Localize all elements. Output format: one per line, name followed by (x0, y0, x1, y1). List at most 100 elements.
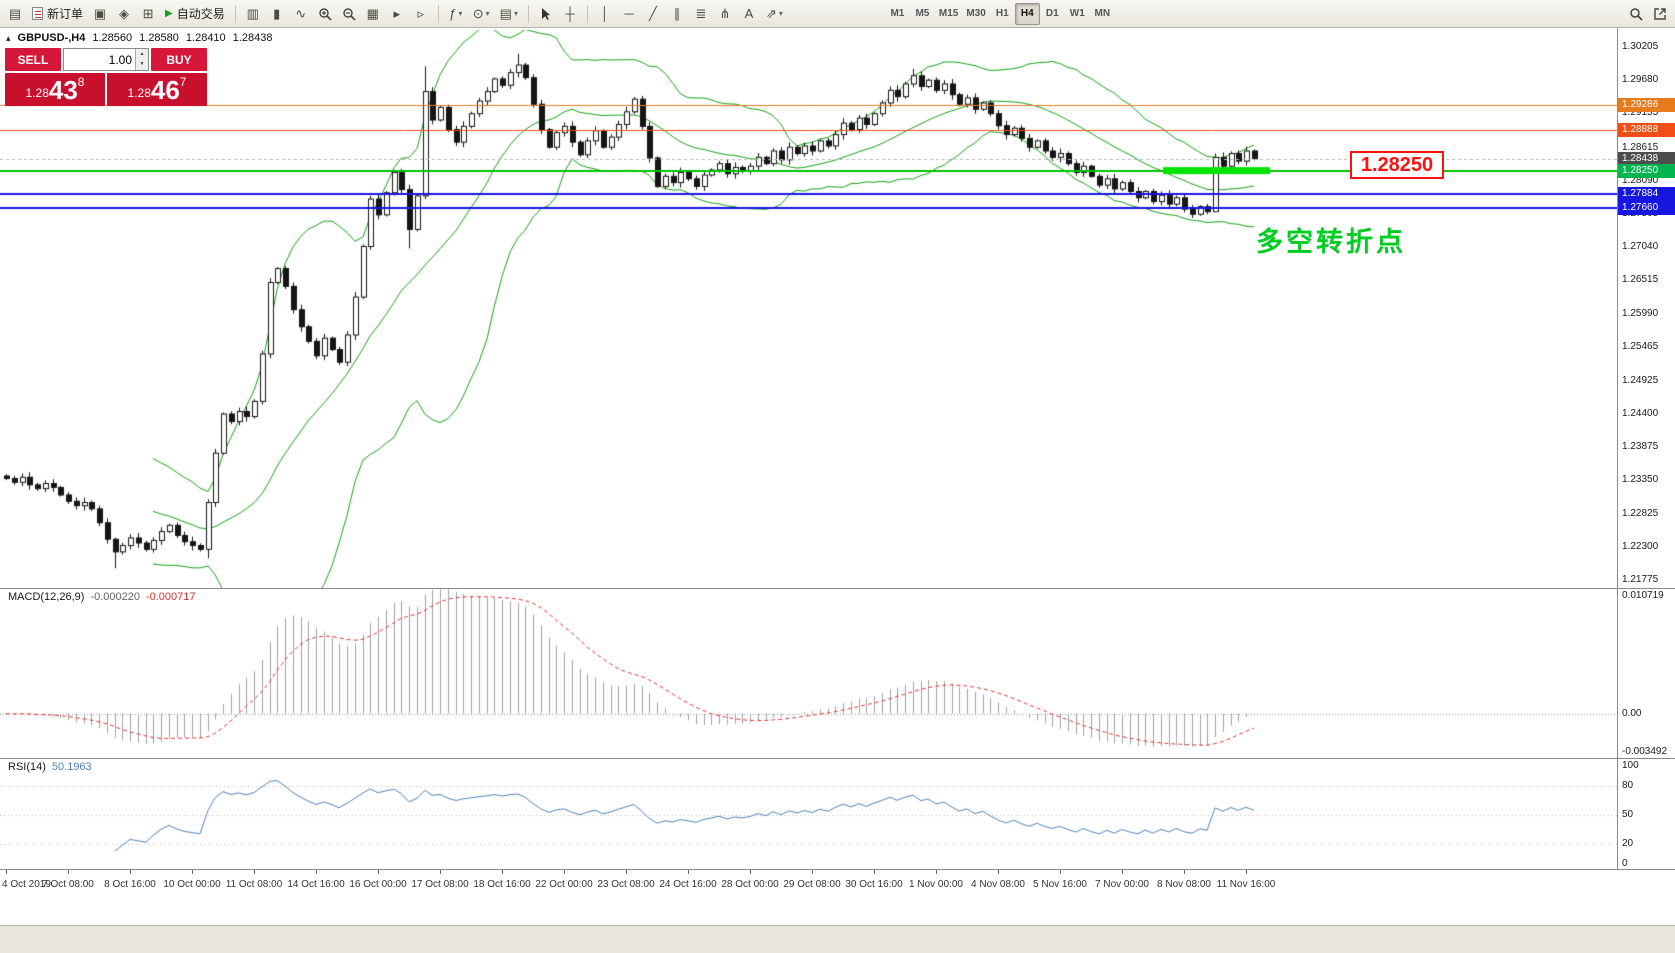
horizontal-line-button[interactable]: ─ (618, 3, 640, 25)
time-axis-tick (130, 870, 131, 874)
arrows-icon: ⇗ (765, 5, 777, 21)
timeframe-h1[interactable]: H1 (995, 8, 1009, 19)
crosshair-icon: ┼ (565, 6, 575, 21)
text-label-button[interactable]: A (738, 3, 760, 25)
ohlc-open: 1.28560 (92, 32, 133, 44)
periods-icon: ⊙ (472, 5, 484, 21)
autotrading-button[interactable]: ▶ 自动交易 (161, 3, 229, 25)
volume-step-up-icon[interactable]: ▲ (136, 49, 148, 60)
price-axis-label: 1.21775 (1622, 574, 1659, 585)
trendline-icon: ╱ (649, 5, 657, 21)
timeframe-w1[interactable]: W1 (1069, 8, 1085, 19)
sell-price-big: 43 (48, 75, 78, 105)
trendline-button[interactable]: ╱ (642, 3, 664, 25)
time-axis-label: 1 Nov 00:00 (909, 879, 963, 890)
timeframe-m1[interactable]: M1 (890, 8, 905, 19)
volume-input[interactable] (64, 49, 135, 70)
buy-price-prefix: 1.28 (127, 86, 151, 100)
chevron-down-icon: ▾ (513, 9, 518, 18)
toolbar-separator (586, 4, 588, 23)
macd-value-signal: -0.000717 (145, 591, 196, 603)
time-axis-tick (688, 870, 689, 874)
candlestick-icon: ▮ (273, 5, 281, 21)
bar-chart-button[interactable]: ▥ (242, 3, 264, 25)
price-tag: 1.28250 (1618, 163, 1675, 178)
time-axis-label: 18 Oct 16:00 (473, 879, 531, 890)
new-chart-icon: ▤ (8, 5, 22, 21)
macd-title: MACD(12,26,9) (8, 591, 85, 603)
terminal-icon: ⊞ (142, 5, 154, 21)
market-watch-button[interactable]: ▣ (89, 3, 111, 25)
line-chart-button[interactable]: ∿ (290, 3, 312, 25)
timeframe-m30[interactable]: M30 (966, 8, 986, 19)
toolbar-separator (437, 4, 439, 23)
crosshair-button[interactable]: ┼ (559, 3, 581, 25)
price-axis-label: 1.24400 (1622, 408, 1659, 420)
chart-region: ▴ GBPUSD-,H4 1.28560 1.28580 1.28410 1.2… (0, 28, 1675, 897)
horizontal-line-icon: ─ (624, 6, 634, 21)
volume-stepper: ▲ ▼ (135, 49, 148, 70)
zoom-in-button[interactable] (314, 3, 336, 25)
new-order-button[interactable]: 新订单 (28, 3, 87, 25)
time-axis-tick (874, 870, 875, 874)
terminal-button[interactable]: ⊞ (137, 3, 159, 25)
timeframe-m15[interactable]: M15 (938, 8, 959, 19)
sell-price-pip: 8 (77, 75, 85, 89)
chevron-down-icon: ▾ (458, 9, 463, 18)
one-click-toggle-icon[interactable]: ▴ (6, 32, 11, 43)
rsi-indicator-label: RSI(14) 50.1963 (8, 761, 92, 773)
timeframe-d1[interactable]: D1 (1045, 8, 1059, 19)
panel-separator[interactable] (0, 588, 1675, 589)
sell-price[interactable]: 1.28 43 8 (5, 73, 105, 106)
candlestick-button[interactable]: ▮ (266, 3, 288, 25)
ohlc-low: 1.28410 (185, 32, 226, 44)
auto-scroll-button[interactable]: ▸ (386, 3, 408, 25)
tile-windows-button[interactable]: ▦ (362, 3, 384, 25)
timeframe-m5[interactable]: M5 (915, 8, 930, 19)
arrows-button[interactable]: ⇗ ▾ (762, 3, 787, 25)
vertical-line-button[interactable]: │ (594, 3, 616, 25)
fibonacci-button[interactable]: ≣ (690, 3, 712, 25)
navigator-button[interactable]: ◈ (113, 3, 135, 25)
time-axis-tick (1246, 870, 1247, 874)
periods-button[interactable]: ⊙ ▾ (469, 3, 494, 25)
sell-button[interactable]: SELL (5, 48, 61, 71)
price-tag: 1.29286 (1618, 98, 1675, 113)
detach-chart-button[interactable] (1649, 3, 1671, 25)
search-button[interactable] (1625, 3, 1647, 25)
cursor-button[interactable] (535, 3, 557, 25)
timeframe-h4[interactable]: H4 (1014, 2, 1040, 25)
andrews-pitchfork-button[interactable]: ⋔ (714, 3, 736, 25)
time-axis[interactable]: 4 Oct 2019 7 Oct 08:00 8 Oct 16:00 10 Oct 0… (0, 869, 1675, 897)
support-price-label[interactable]: 1.28250 (1350, 151, 1444, 179)
templates-button[interactable]: ▤ ▾ (496, 3, 522, 25)
chart-canvas[interactable] (0, 28, 1617, 869)
turning-point-annotation[interactable]: 多空转折点 (1256, 227, 1406, 257)
price-axis-label: 1.23875 (1622, 441, 1659, 453)
macd-value-main: -0.000220 (90, 591, 140, 603)
time-axis-label: 23 Oct 08:00 (597, 879, 655, 890)
time-axis-tick (6, 870, 7, 874)
price-tag: 1.28888 (1618, 123, 1675, 138)
zoom-out-button[interactable] (338, 3, 360, 25)
new-chart-button[interactable]: ▤ (4, 3, 26, 25)
volume-step-down-icon[interactable]: ▼ (136, 59, 148, 70)
sell-price-prefix: 1.28 (25, 86, 49, 100)
time-axis-tick (750, 870, 751, 874)
price-tag: 1.27884 (1618, 186, 1675, 201)
buy-price[interactable]: 1.28 46 7 (107, 73, 207, 106)
autotrading-label: 自动交易 (176, 7, 225, 21)
indicators-button[interactable]: ƒ ▾ (445, 3, 467, 25)
panel-separator[interactable] (0, 758, 1675, 759)
timeframe-mn[interactable]: MN (1094, 8, 1111, 19)
chart-shift-button[interactable]: ▹ (410, 3, 432, 25)
autotrading-play-icon: ▶ (165, 8, 173, 19)
time-axis-tick (1184, 870, 1185, 874)
time-axis-label: 4 Oct 2019 (2, 879, 51, 890)
channel-button[interactable]: ∥ (666, 3, 688, 25)
macd-indicator-label: MACD(12,26,9) -0.000220 -0.000717 (8, 591, 196, 603)
price-axis[interactable]: 1.302051.296801.291551.286151.280901.275… (1617, 28, 1675, 869)
zoom-out-icon (343, 7, 356, 21)
buy-button[interactable]: BUY (151, 48, 207, 71)
